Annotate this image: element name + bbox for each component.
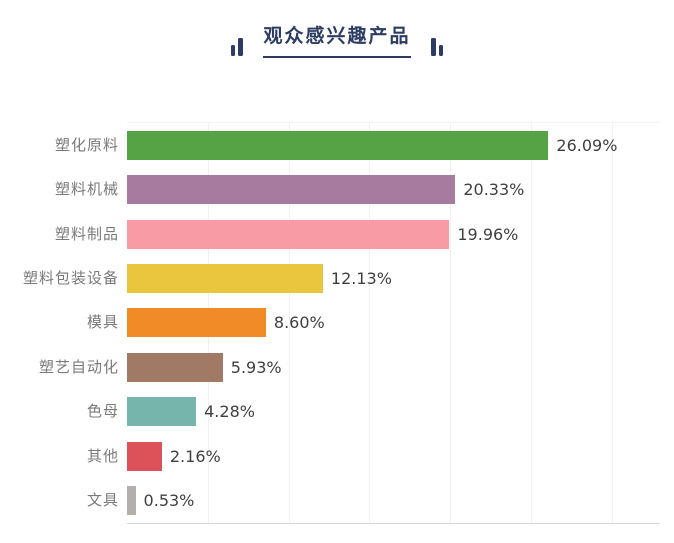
bar-row: 26.09% (127, 123, 660, 167)
bar (127, 175, 456, 205)
bar-row: 8.60% (127, 301, 660, 345)
bar-rows: 26.09% 20.33% 19.96% 12.13% 8.60% 5.93% 4.28% 2… (127, 123, 660, 523)
bar-row: 20.33% (127, 167, 660, 211)
value-label: 8.60% (273, 313, 325, 333)
value-label: 4.28% (204, 402, 255, 422)
bar (127, 308, 266, 338)
category-label: 塑料机械 (54, 182, 119, 199)
value-label: 26.09% (556, 135, 618, 155)
bar-row: 4.28% (127, 390, 660, 434)
gridline (450, 123, 452, 523)
value-label: 0.53% (143, 491, 195, 511)
category-label: 塑料制品 (54, 226, 119, 243)
bar-row: 12.13% (127, 256, 660, 300)
plot-area: 26.09% 20.33% 19.96% 12.13% 8.60% 5.93% 4.28% 2… (127, 122, 660, 524)
page-title: 观众感兴趣产品 (263, 26, 411, 58)
bar (127, 264, 323, 294)
bar (127, 441, 162, 471)
gridline (530, 123, 532, 523)
bar (127, 397, 197, 427)
category-label: 其他 (86, 448, 119, 465)
bar-row: 19.96% (127, 212, 660, 256)
chart-title-block: 观众感兴趣产品 (0, 26, 674, 58)
category-label: 塑料包装设备 (22, 271, 119, 288)
value-label: 19.96% (457, 224, 519, 244)
value-label: 12.13% (330, 269, 392, 289)
bar-row: 0.53% (127, 479, 660, 523)
bar (127, 130, 549, 160)
bar-row: 2.16% (127, 434, 660, 478)
gridline (611, 123, 613, 523)
gridline (288, 123, 290, 523)
bar (127, 352, 223, 382)
category-label: 文具 (86, 493, 119, 510)
equalizer-left-icon (231, 38, 244, 56)
gridline (369, 123, 371, 523)
category-axis: 塑化原料塑料机械塑料制品塑料包装设备模具塑艺自动化色母其他文具 (0, 122, 119, 522)
bar (127, 486, 136, 516)
bar (127, 219, 450, 249)
equalizer-right-icon (430, 38, 443, 56)
value-label: 5.93% (230, 357, 282, 377)
category-label: 模具 (86, 315, 119, 332)
category-label: 塑艺自动化 (38, 359, 119, 376)
value-label: 20.33% (463, 180, 525, 200)
category-label: 塑化原料 (54, 137, 119, 154)
value-label: 2.16% (169, 446, 221, 466)
bar-row: 5.93% (127, 345, 660, 389)
category-label: 色母 (86, 404, 119, 421)
